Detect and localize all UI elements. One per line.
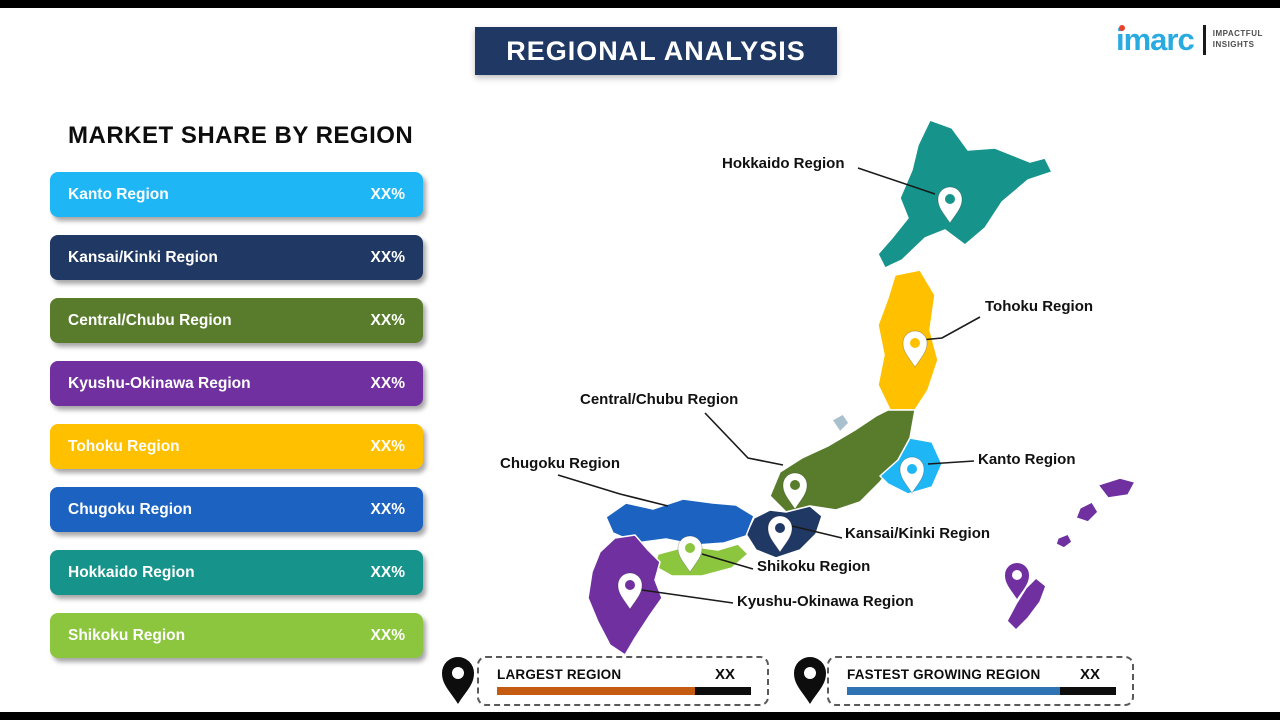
callout-line-tohoku (920, 316, 981, 341)
map-label-hokkaido: Hokkaido Region (722, 155, 845, 172)
callout-line-chugoku (557, 474, 669, 507)
region-hokkaido (877, 119, 1053, 269)
bar-label: Hokkaido Region (68, 563, 195, 581)
market-share-heading: MARKET SHARE BY REGION (68, 122, 414, 149)
largest-region-legend: LARGEST REGION XX (477, 656, 769, 706)
callout-line-central-chubu (704, 412, 784, 466)
region-okinawa-island (1075, 501, 1099, 523)
fastest-growing-region-value: XX (1079, 665, 1100, 683)
map-label-tohoku: Tohoku Region (985, 298, 1094, 315)
map-pin-kyushu (617, 572, 643, 610)
bar-label: Kansai/Kinki Region (68, 248, 218, 266)
callout-line-hokkaido (857, 167, 936, 195)
bar-label: Shikoku Region (68, 626, 186, 644)
logo-tagline: IMPACTFUL INSIGHTS (1212, 28, 1263, 49)
map-label-kyushu-okinawa: Kyushu-Okinawa Region (737, 593, 914, 610)
bar-label: Kyushu-Okinawa Region (68, 374, 251, 392)
bar-value: XX% (370, 311, 405, 329)
fastest-growing-region-bar (847, 686, 1116, 695)
map-pin-kanto (899, 456, 925, 494)
bar-value: XX% (370, 248, 405, 266)
logo-brand: imarc (1116, 22, 1195, 57)
map-pin-hokkaido (937, 186, 963, 224)
japan-map-svg (557, 119, 1136, 656)
bar-value: XX% (370, 437, 405, 455)
bar-label: Tohoku Region (68, 437, 180, 455)
map-label-shikoku: Shikoku Region (757, 558, 871, 575)
map-label-kansai: Kansai/Kinki Region (845, 525, 991, 542)
imarc-logo: imarc IMPACTFUL INSIGHTS (1116, 24, 1263, 55)
share-bar-hokkaido: Hokkaido Region XX% (50, 550, 423, 595)
bar-value: XX% (370, 563, 405, 581)
share-bar-shikoku: Shikoku Region XX% (50, 613, 423, 658)
map-label-central-chubu: Central/Chubu Region (580, 391, 739, 408)
share-bar-chugoku: Chugoku Region XX% (50, 487, 423, 532)
region-okinawa-island (1055, 533, 1073, 549)
share-bar-chubu: Central/Chubu Region XX% (50, 298, 423, 343)
map-pin-okinawa (1005, 563, 1029, 599)
page-title-text: REGIONAL ANALYSIS (506, 35, 806, 66)
bar-value: XX% (370, 185, 405, 203)
japan-map: Hokkaido Region Tohoku Region Central/Ch… (480, 110, 1170, 680)
logo-divider (1202, 24, 1206, 55)
region-okinawa-island (1006, 577, 1047, 631)
region-okinawa-island (1097, 477, 1136, 499)
map-pin-shikoku (677, 535, 703, 573)
region-minor-island (831, 413, 850, 433)
largest-region-label: LARGEST REGION (497, 666, 622, 682)
region-shikoku (653, 543, 749, 577)
region-chugoku (605, 498, 755, 546)
callout-line-kyushu (641, 589, 734, 604)
map-pin-central-chubu (782, 472, 808, 510)
bar-value: XX% (370, 626, 405, 644)
share-bar-kyushu-okinawa: Kyushu-Okinawa Region XX% (50, 361, 423, 406)
page-title: REGIONAL ANALYSIS (475, 27, 837, 75)
letterbox-bottom (0, 712, 1280, 720)
bar-value: XX% (370, 500, 405, 518)
share-bar-tohoku: Tohoku Region XX% (50, 424, 423, 469)
map-pin-kansai (767, 515, 793, 553)
bar-label: Kanto Region (68, 185, 169, 203)
largest-region-bar (497, 686, 751, 695)
map-label-chugoku: Chugoku Region (500, 455, 620, 472)
fastest-growing-region-pin-icon (794, 657, 826, 704)
map-label-kanto: Kanto Region (978, 451, 1076, 468)
fastest-growing-region-label: FASTEST GROWING REGION (847, 666, 1041, 682)
largest-region-value: XX (714, 665, 735, 683)
callout-line-kansai (791, 525, 843, 539)
callout-line-shikoku (701, 553, 754, 570)
logo-dot-icon (1119, 25, 1125, 31)
share-bar-kanto: Kanto Region XX% (50, 172, 423, 217)
bar-label: Central/Chubu Region (68, 311, 232, 329)
bar-label: Chugoku Region (68, 500, 192, 518)
map-pin-tohoku (902, 330, 928, 368)
share-bar-kansai: Kansai/Kinki Region XX% (50, 235, 423, 280)
largest-region-pin-icon (442, 657, 474, 704)
bar-value: XX% (370, 374, 405, 392)
fastest-growing-region-legend: FASTEST GROWING REGION XX (827, 656, 1134, 706)
callout-line-kanto (927, 460, 975, 465)
letterbox-top (0, 0, 1280, 8)
